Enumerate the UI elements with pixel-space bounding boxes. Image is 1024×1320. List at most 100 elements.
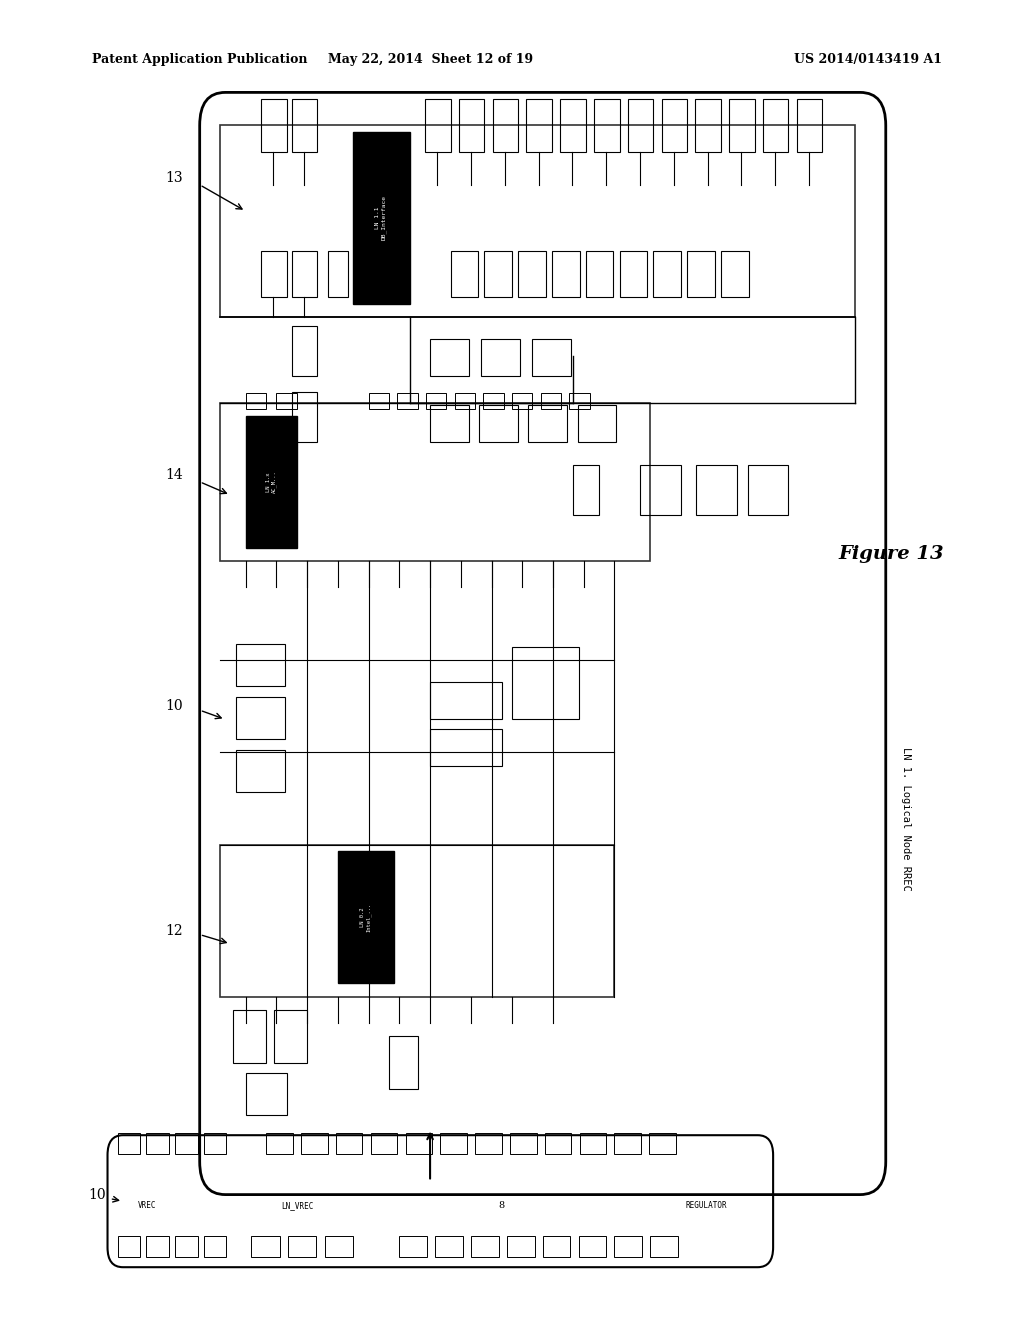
Bar — [620, 251, 647, 297]
Bar — [763, 99, 788, 152]
Bar — [325, 1236, 353, 1257]
Bar — [475, 1133, 502, 1154]
Bar — [451, 251, 478, 297]
Text: LN 1. Logical Node RREC: LN 1. Logical Node RREC — [901, 747, 911, 890]
Text: LN 0.2
Intel_...: LN 0.2 Intel_... — [359, 903, 372, 932]
Bar — [528, 405, 567, 442]
Bar — [479, 405, 518, 442]
Bar — [586, 251, 613, 297]
Text: 12: 12 — [165, 924, 183, 937]
Bar — [246, 393, 266, 409]
Bar — [236, 750, 285, 792]
Bar — [251, 1236, 280, 1257]
Text: LN 1.1
DB_Interface: LN 1.1 DB_Interface — [375, 195, 387, 240]
Bar — [560, 99, 586, 152]
Bar — [628, 99, 653, 152]
Bar — [430, 682, 502, 719]
Bar — [541, 393, 561, 409]
Text: 8: 8 — [499, 1201, 505, 1209]
Bar — [430, 405, 469, 442]
Bar — [292, 251, 317, 297]
Bar — [118, 1133, 140, 1154]
Text: LN 1.x
AC_M...: LN 1.x AC_M... — [265, 470, 278, 494]
Bar — [276, 393, 297, 409]
Bar — [526, 99, 552, 152]
Bar — [510, 1133, 537, 1154]
Bar — [512, 393, 532, 409]
Bar — [578, 405, 616, 442]
Bar — [650, 1236, 678, 1257]
Bar — [236, 697, 285, 739]
Bar — [353, 132, 410, 304]
Bar — [532, 339, 571, 376]
Bar — [369, 393, 389, 409]
Bar — [301, 1133, 328, 1154]
Bar — [484, 251, 512, 297]
Bar — [687, 251, 715, 297]
Bar — [493, 99, 518, 152]
Text: Figure 13: Figure 13 — [838, 545, 944, 564]
Bar — [430, 339, 469, 376]
Bar — [399, 1236, 427, 1257]
Bar — [175, 1236, 198, 1257]
Bar — [797, 99, 822, 152]
Bar — [371, 1133, 397, 1154]
Bar — [146, 1236, 169, 1257]
Bar — [336, 1133, 362, 1154]
Bar — [338, 851, 394, 983]
Text: 13: 13 — [165, 172, 183, 185]
Text: LN_VREC: LN_VREC — [281, 1201, 313, 1209]
Bar — [292, 99, 317, 152]
Text: 14: 14 — [165, 469, 183, 482]
Bar — [653, 251, 681, 297]
Bar — [389, 1036, 418, 1089]
Bar — [288, 1236, 316, 1257]
Bar — [518, 251, 546, 297]
Bar — [459, 99, 484, 152]
Bar — [175, 1133, 198, 1154]
Bar — [614, 1133, 641, 1154]
Bar — [512, 647, 579, 719]
Bar — [483, 393, 504, 409]
Bar — [748, 465, 788, 515]
Bar — [696, 465, 737, 515]
Bar — [261, 251, 287, 297]
Text: US 2014/0143419 A1: US 2014/0143419 A1 — [794, 53, 942, 66]
Bar — [204, 1236, 226, 1257]
Bar — [430, 729, 502, 766]
Text: REGULATOR: REGULATOR — [685, 1201, 727, 1209]
Bar — [246, 1073, 287, 1115]
Bar — [695, 99, 721, 152]
Bar — [233, 1010, 266, 1063]
Text: May 22, 2014  Sheet 12 of 19: May 22, 2014 Sheet 12 of 19 — [328, 53, 532, 66]
Bar — [328, 251, 348, 297]
Bar — [662, 99, 687, 152]
Text: 10: 10 — [165, 700, 183, 713]
Bar — [274, 1010, 307, 1063]
Bar — [580, 1133, 606, 1154]
Bar — [455, 393, 475, 409]
Bar — [220, 403, 650, 561]
Bar — [220, 845, 614, 997]
Bar — [292, 326, 317, 376]
Bar — [266, 1133, 293, 1154]
Text: 10: 10 — [88, 1188, 106, 1201]
Bar — [118, 1236, 140, 1257]
Bar — [640, 465, 681, 515]
Bar — [594, 99, 620, 152]
Bar — [146, 1133, 169, 1154]
Bar — [406, 1133, 432, 1154]
Bar — [435, 1236, 463, 1257]
Bar — [729, 99, 755, 152]
Bar — [261, 99, 287, 152]
Text: Patent Application Publication: Patent Application Publication — [92, 53, 307, 66]
Bar — [721, 251, 749, 297]
Bar — [614, 1236, 642, 1257]
Bar — [573, 465, 599, 515]
Bar — [397, 393, 418, 409]
Bar — [507, 1236, 535, 1257]
Bar — [204, 1133, 226, 1154]
Bar — [426, 393, 446, 409]
Bar — [481, 339, 520, 376]
Bar — [292, 392, 317, 442]
